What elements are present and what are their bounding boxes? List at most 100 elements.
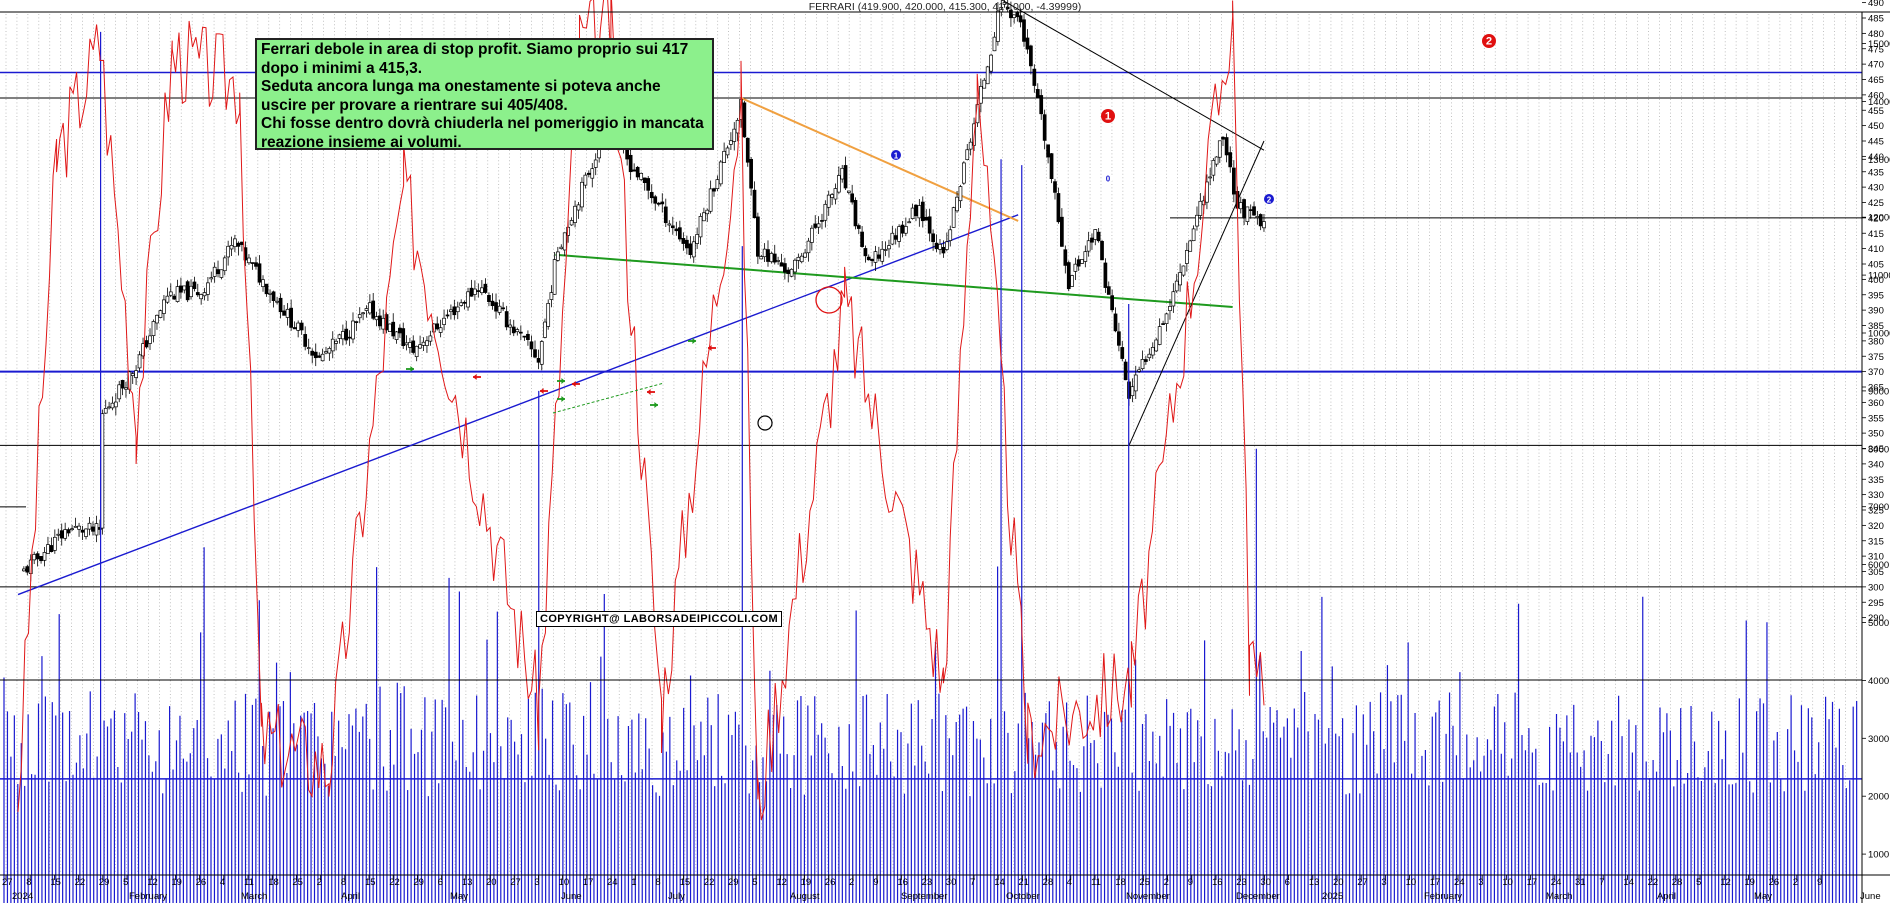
- candle-body: [306, 347, 311, 349]
- candle-body: [408, 342, 412, 348]
- x-month-label: August: [790, 891, 820, 902]
- candle-body: [56, 533, 61, 536]
- x-tick-label: 13: [462, 877, 473, 888]
- x-tick-label: 2: [849, 877, 854, 888]
- candle-body: [897, 226, 901, 242]
- candle-body: [546, 303, 551, 327]
- y-tick-label: 425: [1868, 198, 1884, 209]
- candle-body: [1238, 202, 1243, 210]
- candle-body: [130, 373, 135, 376]
- candle-body: [299, 322, 304, 331]
- candle-body: [1018, 15, 1023, 23]
- x-tick-label: 18: [1115, 877, 1126, 888]
- candle-body: [887, 245, 891, 250]
- y-tick-label: 345: [1868, 444, 1884, 455]
- candle-body: [354, 321, 359, 323]
- candle-body: [816, 223, 821, 228]
- candle-body: [833, 188, 838, 200]
- arrow-head: [561, 378, 565, 384]
- x-tick-label: 8: [655, 877, 660, 888]
- y-tick-label: 480: [1868, 29, 1884, 40]
- candle-body: [165, 295, 170, 303]
- candle-body: [1066, 262, 1071, 290]
- x-month-label: February: [129, 891, 167, 902]
- x-month-label: September: [901, 891, 947, 902]
- candle-body: [890, 232, 895, 245]
- candle-body: [529, 341, 534, 350]
- candle-body: [310, 350, 315, 356]
- candle-body: [282, 310, 286, 316]
- highlight-circle: [815, 286, 843, 314]
- candle-body: [1096, 231, 1101, 242]
- candle-body: [914, 204, 918, 217]
- note-line: Chi fosse dentro dovrà chiuderla nel pom…: [261, 115, 704, 132]
- y-tick-label: 370: [1868, 367, 1884, 378]
- x-month-label: November: [1126, 891, 1170, 902]
- candle-body: [148, 335, 152, 344]
- candle-body: [796, 256, 801, 261]
- y-tick-label: 325: [1868, 506, 1884, 517]
- candle-body: [229, 245, 234, 250]
- candle-body: [783, 263, 787, 273]
- x-month-label: 2024: [12, 891, 33, 902]
- x-tick-label: 29: [413, 877, 424, 888]
- candle-body: [958, 186, 963, 202]
- candle-body: [632, 169, 637, 172]
- candle-body: [674, 228, 679, 232]
- x-month-label: May: [1754, 891, 1772, 902]
- candle-body: [593, 159, 598, 168]
- candle-body: [732, 128, 737, 142]
- candle-body: [893, 235, 898, 240]
- candle-body: [522, 335, 527, 338]
- candle-body: [337, 334, 342, 339]
- y-tick-label: 415: [1868, 229, 1884, 240]
- marker-label: 1: [894, 151, 899, 160]
- candle-body: [985, 66, 990, 85]
- candle-body: [199, 294, 204, 300]
- candle-body: [1242, 199, 1246, 219]
- candle-body: [938, 243, 942, 250]
- marker-circle: [1264, 194, 1274, 204]
- x-tick-label: 22: [75, 877, 86, 888]
- candle-body: [1137, 369, 1141, 372]
- candle-body: [1039, 95, 1044, 115]
- candle-body: [1255, 216, 1260, 218]
- oscillator-line: [17, 0, 1265, 821]
- candle-body: [137, 354, 142, 369]
- vol-y-tick-label: 8000: [1868, 444, 1889, 455]
- vol-y-tick-label: 11000: [1868, 271, 1890, 282]
- candle-body: [49, 545, 54, 553]
- candle-body: [25, 566, 30, 573]
- volume-bars: [3, 31, 1858, 903]
- candle-body: [883, 249, 888, 251]
- x-tick-label: 24: [607, 877, 618, 888]
- x-month-label: May: [450, 891, 468, 902]
- candle-body: [320, 353, 325, 362]
- x-tick-label: 26: [196, 877, 207, 888]
- candle-body: [1178, 272, 1182, 286]
- candle-body: [483, 283, 488, 293]
- x-month-label: April: [341, 891, 360, 902]
- candle-body: [195, 292, 200, 296]
- candle-body: [466, 291, 470, 308]
- candle-body: [996, 10, 1000, 42]
- candle-body: [449, 309, 453, 313]
- candle-body: [573, 205, 577, 223]
- candle-body: [533, 349, 537, 358]
- candle-body: [826, 194, 831, 208]
- candle-body: [702, 212, 706, 222]
- candle-body: [374, 316, 379, 321]
- y-tick-label: 330: [1868, 490, 1884, 501]
- trendline: [1128, 140, 1265, 446]
- x-tick-label: 30: [946, 877, 957, 888]
- x-tick-label: 25: [292, 877, 303, 888]
- candle-body: [708, 188, 713, 212]
- candle-body: [1070, 275, 1074, 287]
- candle-body: [35, 553, 40, 560]
- candle-body: [562, 232, 567, 251]
- candle-body: [175, 286, 180, 302]
- trendlines: [17, 0, 1265, 596]
- vol-y-tick-label: 5000: [1868, 618, 1889, 629]
- candle-body: [799, 255, 804, 263]
